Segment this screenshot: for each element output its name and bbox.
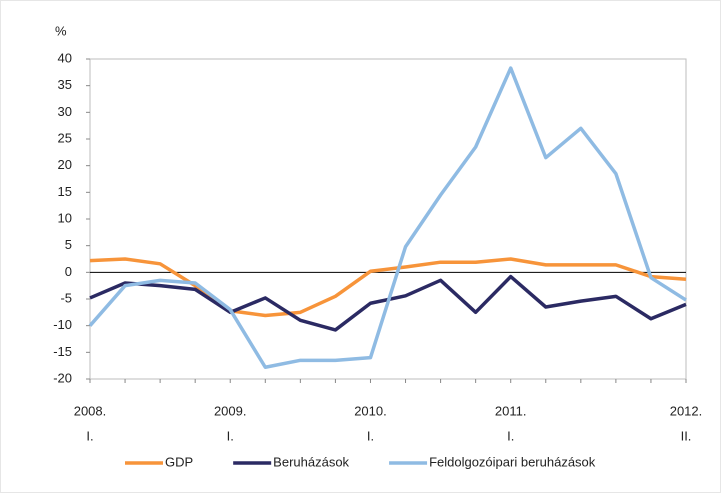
y-tick-label: 35 (58, 77, 72, 92)
x-tick-label: I. (507, 428, 514, 443)
x-tick-label: 2010. (354, 403, 387, 418)
series-line (88, 66, 687, 370)
y-tick-label: 40 (58, 50, 72, 65)
x-tick-label: I. (367, 428, 374, 443)
y-tick-label: -5 (60, 290, 72, 305)
x-tick-label: 2009. (214, 403, 247, 418)
y-tick-label: -20 (53, 370, 72, 385)
legend-label: Feldolgozóipari beruházások (429, 454, 596, 469)
x-tick-label: I. (227, 428, 234, 443)
legend-label: GDP (165, 454, 193, 469)
y-tick-label: 10 (58, 210, 72, 225)
plot-area (89, 58, 687, 380)
y-tick-label: -10 (53, 317, 72, 332)
x-tick-label: 2008. (74, 403, 107, 418)
x-tick-label: I. (86, 428, 93, 443)
legend-label: Beruházások (273, 454, 349, 469)
y-tick-label: 25 (58, 130, 72, 145)
y-axis-label: % (55, 23, 67, 38)
x-tick-label: 2012. (670, 403, 703, 418)
y-tick-label: 30 (58, 104, 72, 119)
y-tick-label: 15 (58, 184, 72, 199)
x-tick-label: 2011. (495, 403, 527, 418)
x-tick-label: II. (681, 428, 692, 443)
y-tick-label: 0 (65, 264, 72, 279)
y-tick-label: 5 (65, 237, 72, 252)
y-tick-label: -15 (53, 344, 72, 359)
y-tick-label: 20 (58, 157, 72, 172)
